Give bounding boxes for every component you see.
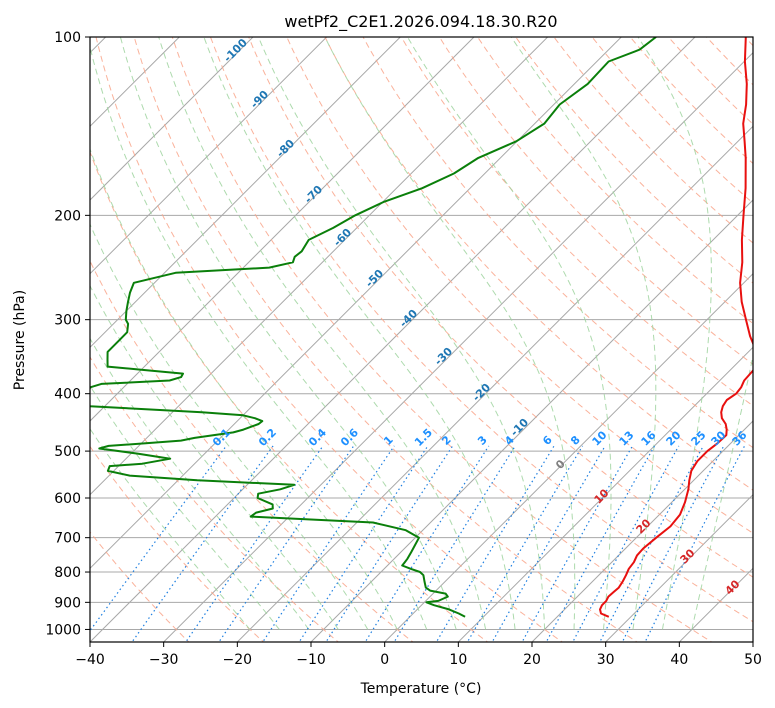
y-tick-label: 500 <box>54 444 81 460</box>
moist-adiabat-line <box>407 37 612 630</box>
x-axis: −40 −30 −20 −10 0 10 20 30 40 50 <box>75 642 762 668</box>
moist-adiabat-line <box>90 222 369 630</box>
moist-adiabat-line <box>691 353 753 630</box>
mixing-ratio-line <box>218 445 355 642</box>
y-tick-label: 200 <box>54 208 81 224</box>
moist-adiabat-line <box>637 37 712 630</box>
x-tick-label: −40 <box>75 652 105 668</box>
temperature-profile-line <box>599 37 753 618</box>
mixing-ratio-line <box>521 445 634 642</box>
x-tick-label: 50 <box>744 652 762 668</box>
dry-adiabat-line <box>90 259 414 642</box>
mixing-ratio-line <box>545 445 656 642</box>
isotherm-gridline <box>90 37 254 201</box>
moist-adiabat-line <box>324 37 576 630</box>
x-tick-label: −30 <box>149 652 179 668</box>
x-tick-label: 20 <box>523 652 541 668</box>
isotherm-gridline <box>90 37 328 275</box>
mixing-ratio-line <box>599 445 704 642</box>
isotherm-gridline <box>90 37 402 349</box>
y-axis: 100 200 300 400 500 600 700 800 900 1000 <box>45 30 90 638</box>
plot-frame <box>89 36 754 643</box>
x-tick-label: −20 <box>223 652 253 668</box>
mixing-ratio-line <box>364 445 490 642</box>
mixing-ratio-line <box>393 445 516 642</box>
mixing-ratio-line <box>325 445 454 642</box>
isotherm-gridline <box>90 37 696 642</box>
isotherm-gridline <box>162 51 753 642</box>
isotherm-gridline <box>90 37 549 496</box>
isotherm-gridline <box>236 125 753 642</box>
dry-adiabat-line <box>90 356 340 642</box>
x-axis-title: Temperature (°C) <box>360 681 482 697</box>
y-tick-label: 800 <box>54 565 81 581</box>
y-axis-title: Pressure (hPa) <box>12 290 28 390</box>
moist-adiabat-line <box>119 37 457 630</box>
dewpoint-profile-line <box>90 37 657 618</box>
mixing-ratio-line <box>644 445 746 642</box>
y-tick-label: 300 <box>54 313 81 329</box>
isotherm-gridline <box>531 420 753 642</box>
sounding-series <box>90 37 753 618</box>
dry-adiabat-line <box>209 37 753 623</box>
dry-adiabat-line <box>133 37 638 642</box>
x-tick-label: 40 <box>670 652 688 668</box>
isotherm-gridline <box>90 37 623 570</box>
x-tick-label: 0 <box>380 652 389 668</box>
mixing-ratio-line <box>298 445 429 642</box>
mixing-ratio-line <box>466 445 584 642</box>
isotherm-gridline <box>90 37 475 422</box>
isotherm-gridline <box>383 272 753 642</box>
x-tick-label: 30 <box>597 652 615 668</box>
moist-adiabat-line <box>90 284 339 630</box>
isotherm-gridline <box>310 199 753 642</box>
moist-adiabat-line <box>257 37 546 630</box>
x-tick-label: −10 <box>296 652 326 668</box>
y-tick-label: 900 <box>54 595 81 611</box>
dry-adiabat-line <box>90 445 265 642</box>
isotherm-gridline <box>457 346 753 642</box>
isotherm-gridline <box>604 493 753 642</box>
mixing-ratio-line <box>621 445 725 642</box>
mixing-ratio-line <box>90 445 227 632</box>
x-tick-label: 10 <box>449 652 467 668</box>
moist-adiabat-line <box>203 37 516 630</box>
chart-title: wetPf2_C2E1.2026.094.18.30.R20 <box>284 12 557 32</box>
moist-adiabat-line <box>90 337 310 630</box>
dry-adiabat-line <box>95 37 564 642</box>
mixing-ratio-line <box>491 445 606 642</box>
moist-adiabat-line <box>510 37 657 630</box>
y-tick-label: 600 <box>54 491 81 507</box>
mixing-ratio-line <box>572 445 680 642</box>
moist-adiabat-line <box>90 427 251 630</box>
y-tick-label: 1000 <box>45 622 81 638</box>
y-tick-label: 400 <box>54 387 81 403</box>
moist-adiabat-line <box>158 37 487 630</box>
y-tick-label: 700 <box>54 531 81 547</box>
moist-adiabat-line <box>90 384 280 630</box>
mixing-ratio-line <box>435 445 555 642</box>
dry-adiabat-line <box>515 37 753 284</box>
y-tick-label: 100 <box>54 30 81 46</box>
